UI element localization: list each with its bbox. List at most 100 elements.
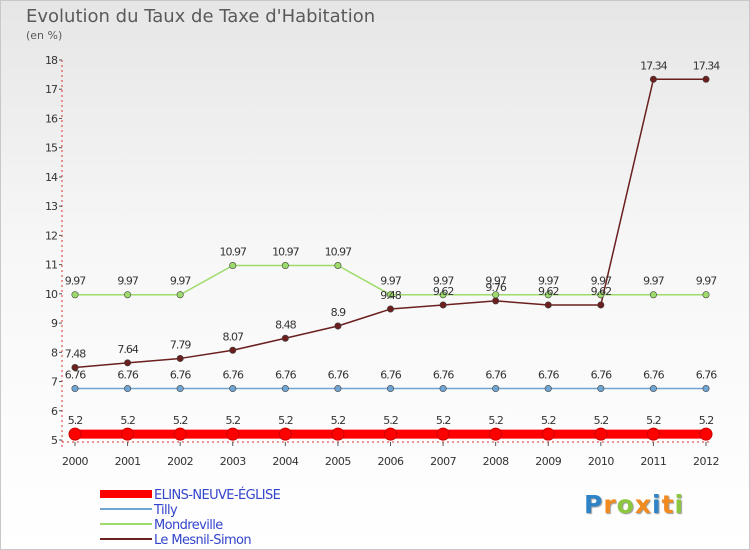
- data-point: [544, 385, 552, 393]
- data-label: 6.76: [696, 369, 717, 382]
- x-tick-label: 2009: [535, 455, 561, 468]
- data-point: [544, 291, 552, 299]
- data-point: [702, 385, 710, 393]
- y-tick-label: 12: [45, 229, 57, 242]
- data-label: 7.48: [65, 348, 86, 361]
- data-label: 9.97: [380, 275, 401, 288]
- data-label: 6.76: [433, 369, 454, 382]
- proxiti-logo: Proxiti: [584, 490, 684, 519]
- data-label: 17.34: [693, 59, 720, 72]
- axes: 5 6 7 8 9 10 11 12 13 14 15 16 17 18 2000 2001 2002 2003 2…: [45, 54, 720, 468]
- data-label: 5.2: [488, 414, 503, 427]
- data-point: [439, 291, 447, 299]
- data-label: 6.76: [591, 369, 612, 382]
- y-tick-label: 18: [45, 54, 58, 67]
- data-label: 5.2: [120, 414, 135, 427]
- data-label: 10.97: [325, 245, 352, 258]
- data-label: 8.07: [223, 330, 244, 343]
- data-label: 8.48: [275, 318, 296, 331]
- data-point: [121, 427, 135, 441]
- data-point: [71, 291, 79, 299]
- x-tick-label: 2012: [693, 455, 719, 468]
- data-point: [489, 427, 503, 441]
- data-point: [278, 427, 292, 441]
- data-point: [439, 385, 447, 393]
- series-lines: [68, 75, 713, 441]
- data-point: [226, 427, 240, 441]
- data-point: [492, 291, 500, 299]
- x-tick-label: 2007: [430, 455, 456, 468]
- data-label: 6.76: [275, 369, 296, 382]
- data-label: 10.97: [272, 245, 299, 258]
- y-tick-label: 7: [51, 376, 58, 389]
- data-point: [176, 291, 184, 299]
- data-label: 5.2: [68, 414, 83, 427]
- data-label: 9.97: [170, 275, 191, 288]
- y-tick-label: 14: [45, 171, 58, 184]
- x-tick-label: 2006: [378, 455, 404, 468]
- data-point: [544, 301, 552, 309]
- data-point: [334, 322, 342, 330]
- data-point: [281, 334, 289, 342]
- chart-title: Evolution du Taux de Taxe d'Habitation: [26, 6, 376, 27]
- data-label: 9.97: [696, 275, 717, 288]
- legend-label: ELINS-NEUVE-ÉGLISE: [154, 487, 281, 503]
- data-label: 6.76: [223, 369, 244, 382]
- data-point: [176, 354, 184, 362]
- data-point: [649, 75, 657, 83]
- data-point: [334, 385, 342, 393]
- logo-letter: x: [634, 490, 652, 519]
- x-tick-label: 2004: [272, 455, 298, 468]
- data-point: [229, 261, 237, 269]
- logo-letter: o: [616, 490, 635, 519]
- data-label: 6.76: [117, 369, 138, 382]
- logo-letter: i: [652, 490, 662, 519]
- y-tick-label: 13: [45, 200, 58, 213]
- data-point: [331, 427, 345, 441]
- y-tick-label: 17: [45, 83, 58, 96]
- data-label: 6.76: [170, 369, 191, 382]
- data-point: [386, 305, 394, 313]
- x-tick-label: 2002: [167, 455, 193, 468]
- data-point: [71, 364, 79, 372]
- data-label: 9.62: [538, 285, 559, 298]
- y-tick-label: 10: [45, 288, 58, 301]
- x-tick-label: 2008: [483, 455, 509, 468]
- x-tick-label: 2001: [115, 455, 141, 468]
- data-point: [702, 291, 710, 299]
- data-point: [439, 301, 447, 309]
- data-label: 5.2: [226, 414, 241, 427]
- y-tick-label: 16: [45, 112, 58, 125]
- logo-letter: P: [584, 490, 604, 519]
- data-point: [173, 427, 187, 441]
- data-point: [71, 385, 79, 393]
- data-point: [646, 427, 660, 441]
- data-label: 5.2: [278, 414, 293, 427]
- y-tick-label: 11: [45, 259, 57, 272]
- data-label: 9.62: [591, 285, 612, 298]
- x-tick-label: 2000: [62, 455, 88, 468]
- logo-letter: t: [661, 490, 675, 519]
- data-label: 9.62: [433, 285, 454, 298]
- data-label: 5.2: [331, 414, 346, 427]
- data-point: [594, 427, 608, 441]
- data-point: [492, 385, 500, 393]
- data-label: 9.97: [117, 275, 138, 288]
- data-point: [334, 261, 342, 269]
- data-point: [597, 301, 605, 309]
- data-label: 5.2: [541, 414, 556, 427]
- data-label: 6.76: [380, 369, 401, 382]
- data-label: 7.79: [170, 338, 191, 351]
- data-point: [699, 427, 713, 441]
- data-labels: 5.2 5.2 5.2 5.2 5.2 5.2 5.2 5.2 5.2 5.2 5.2 5.2 5.2 6…: [65, 59, 721, 427]
- data-label: 10.97: [220, 245, 247, 258]
- x-tick-label: 2003: [220, 455, 246, 468]
- data-label: 5.2: [436, 414, 451, 427]
- legend-label: Tilly: [153, 503, 178, 518]
- data-label: 5.2: [594, 414, 609, 427]
- data-point: [597, 385, 605, 393]
- data-label: 7.64: [117, 343, 138, 356]
- data-point: [436, 427, 450, 441]
